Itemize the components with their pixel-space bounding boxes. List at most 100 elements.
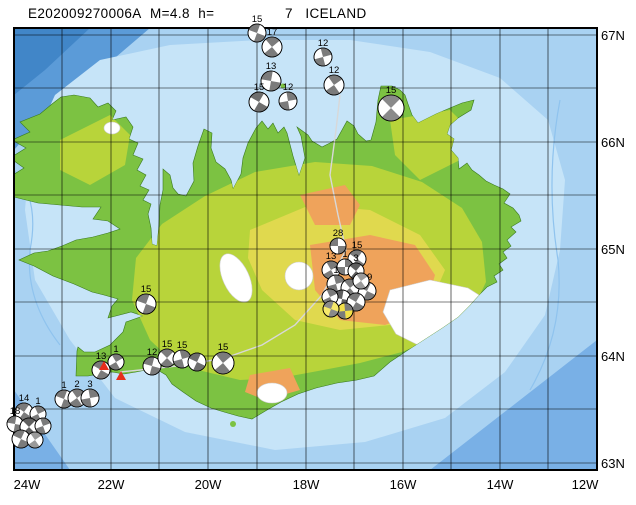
glacier-drangajokull bbox=[103, 121, 121, 135]
focal-mechanism-beachball bbox=[172, 349, 192, 369]
beachball-quadrants bbox=[248, 24, 266, 42]
focal-mechanism-beachball bbox=[261, 36, 283, 58]
beachball-count-label: 15 bbox=[254, 82, 265, 93]
focal-mechanism-beachball bbox=[260, 70, 282, 92]
island-grimsey bbox=[280, 83, 286, 89]
focal-mechanism-beachball bbox=[352, 272, 370, 290]
focal-mechanism-beachball bbox=[67, 388, 87, 408]
beachball-count-label: 15 bbox=[162, 339, 173, 350]
beachball-count-label: 1 bbox=[342, 249, 347, 260]
beachball-quadrants bbox=[12, 430, 30, 448]
beachball-count-label: 15 bbox=[352, 240, 363, 251]
beachball-quadrants bbox=[143, 357, 161, 375]
beachball-count-label: 1 bbox=[113, 344, 118, 355]
focal-mechanism-beachball bbox=[142, 356, 162, 376]
island-vestmannaeyjar bbox=[230, 421, 236, 427]
beachball-count-label: 15 bbox=[218, 342, 229, 353]
plate-boundary-line-north bbox=[329, 94, 347, 251]
beachball-quadrants bbox=[323, 301, 339, 317]
beachball-count-label: 3 bbox=[353, 253, 358, 264]
latitude-tick-label: 65N bbox=[601, 242, 625, 257]
focal-mechanism-beachball bbox=[187, 352, 207, 372]
beachball-count-label: 1 bbox=[333, 265, 338, 276]
beachball-count-label: 18 bbox=[10, 406, 21, 417]
beachball-count-label: 13 bbox=[96, 351, 107, 362]
beachball-quadrants bbox=[93, 361, 109, 379]
beachball-count-label: 1 bbox=[61, 380, 66, 391]
glacier-langjokull bbox=[219, 253, 253, 303]
beachball-quadrants bbox=[337, 303, 353, 319]
focal-mechanism-beachball bbox=[329, 237, 347, 255]
beachball-quadrants bbox=[7, 416, 23, 432]
beachball-count-label: 28 bbox=[333, 228, 344, 239]
deepest-water-northwest-corner bbox=[14, 28, 90, 95]
focal-mechanism-beachball bbox=[26, 431, 44, 449]
longitude-tick-label: 18W bbox=[293, 477, 320, 492]
latitude-tick-label: 63N bbox=[601, 456, 625, 471]
beachball-quadrants bbox=[330, 238, 346, 254]
beachball-count-label: 15 bbox=[141, 284, 152, 295]
longitude-tick-label: 24W bbox=[14, 477, 41, 492]
beachball-quadrants bbox=[55, 390, 73, 408]
focal-mechanism-beachball bbox=[247, 23, 267, 43]
beachball-quadrants bbox=[381, 95, 401, 121]
beachball-count-label: 12 bbox=[318, 38, 329, 49]
beachball-quadrants bbox=[348, 293, 364, 311]
beachball-quadrants bbox=[337, 259, 353, 275]
glacier-hofsjokull bbox=[284, 261, 314, 291]
longitude-tick-label: 16W bbox=[390, 477, 417, 492]
beachball-quadrants bbox=[323, 261, 339, 279]
beachball-count-label: 15 bbox=[252, 14, 263, 25]
beachball-quadrants bbox=[35, 418, 51, 434]
beachball-count-label: 12 bbox=[147, 347, 158, 358]
beachball-quadrants bbox=[314, 48, 332, 66]
beachball-count-label: 14 bbox=[19, 393, 30, 404]
axis-label-layer: 24W 22W 20W 18W 16W 14W 12W 67N 66N 65N 64N 63N bbox=[14, 28, 625, 492]
focal-mechanism-beachball bbox=[336, 302, 354, 320]
deep-water-southeast bbox=[430, 340, 597, 470]
longitude-tick-label: 14W bbox=[487, 477, 514, 492]
longitude-tick-label: 12W bbox=[572, 477, 599, 492]
beachball-count-label: 12 bbox=[283, 82, 294, 93]
focal-mechanism-beachball bbox=[248, 91, 270, 113]
latitude-tick-label: 67N bbox=[601, 28, 625, 43]
latitude-tick-label: 64N bbox=[601, 349, 625, 364]
map-frame bbox=[13, 27, 598, 471]
focal-mechanism-beachball bbox=[135, 293, 157, 315]
focal-mechanism-beachball bbox=[322, 300, 340, 318]
longitude-tick-label: 20W bbox=[195, 477, 222, 492]
focal-mechanism-beachball bbox=[80, 388, 100, 408]
glacier-myrdalsjokull bbox=[256, 382, 288, 404]
focal-mechanism-beachball bbox=[313, 47, 333, 67]
beachball-count-label: 13 bbox=[266, 61, 277, 72]
latitude-tick-label: 66N bbox=[601, 135, 625, 150]
focal-mechanism-beachball bbox=[107, 353, 125, 371]
beachball-count-label: 2 bbox=[74, 379, 79, 390]
beachball-quadrants bbox=[30, 406, 46, 422]
focal-mechanism-beachball bbox=[211, 351, 235, 375]
volcano-triangle-icon bbox=[116, 371, 126, 380]
focal-mechanism-beachball bbox=[91, 360, 111, 380]
beachball-count-label: 13 bbox=[326, 251, 337, 262]
focal-mechanism-beachball bbox=[34, 417, 52, 435]
beachball-quadrants bbox=[322, 289, 338, 305]
plot-title: E202009270006A M=4.8 h= 7 ICELAND bbox=[28, 6, 367, 21]
beachball-quadrants bbox=[109, 354, 123, 370]
beachball-count-label: 3 bbox=[87, 379, 92, 390]
focal-mechanism-beachball bbox=[157, 348, 177, 368]
longitude-tick-label: 22W bbox=[98, 477, 125, 492]
beachball-count-label: 15 bbox=[177, 340, 188, 351]
focal-mechanism-layer: 1517121312151215152815131319113112151515… bbox=[6, 14, 405, 449]
focal-mechanism-beachball bbox=[377, 94, 405, 122]
beachball-quadrants bbox=[69, 389, 85, 407]
beachball-count-label: 12 bbox=[329, 65, 340, 76]
beachball-quadrants bbox=[136, 294, 156, 314]
beachball-quadrants bbox=[250, 92, 268, 112]
focal-mechanism-beachball bbox=[323, 74, 345, 96]
beachball-quadrants bbox=[173, 350, 191, 368]
beachball-count-label: 17 bbox=[267, 27, 278, 38]
volcano-triangle-icon bbox=[99, 361, 109, 370]
focal-mechanism-beachball bbox=[278, 91, 298, 111]
